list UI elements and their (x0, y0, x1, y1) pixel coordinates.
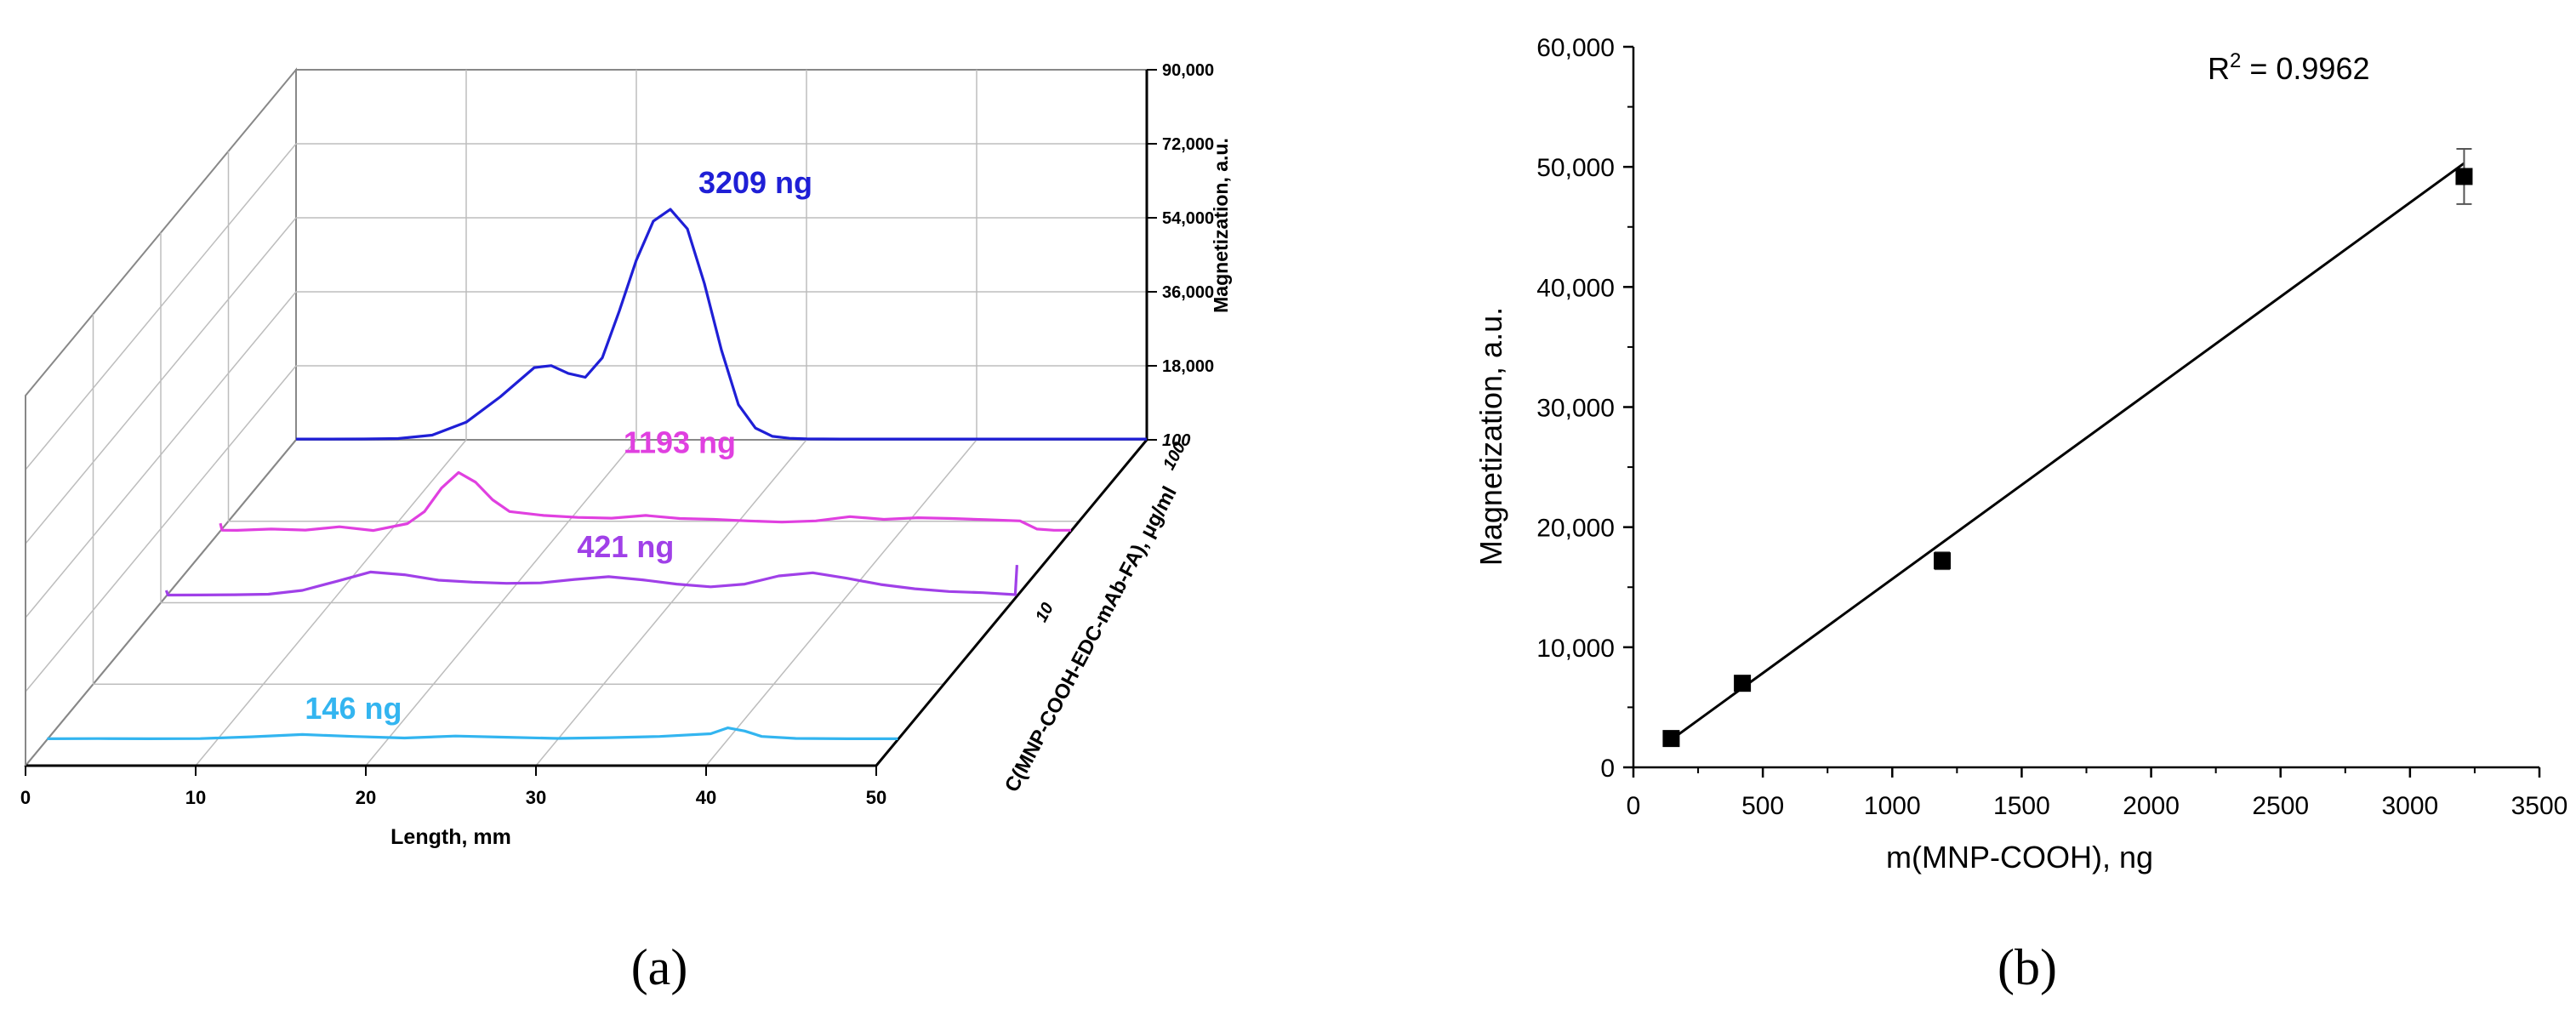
depth-axis-line (875, 439, 1148, 766)
depth-tick-label: 10 (1032, 600, 1057, 625)
z-tick-label: 72,000 (1162, 135, 1214, 154)
data-point (1662, 730, 1680, 748)
data-points (1662, 147, 2473, 748)
x-tick-label: 3000 (2381, 792, 2438, 820)
x-axis-label: Length, mm (390, 825, 511, 849)
x-tick-label: 2000 (2123, 792, 2180, 820)
y-axis-label: Magnetization, a.u. (1473, 307, 1508, 566)
series-line (296, 208, 1147, 441)
x-tick-label: 2500 (2252, 792, 2309, 820)
series-label: 3209 ng (698, 165, 812, 200)
x-tick-label: 1500 (1993, 792, 2050, 820)
panel-b-scatter-chart: 0 500 1000 1500 2000 2500 3000 3500 0 10,000 20,0… (1473, 34, 2567, 995)
plot-axes (1632, 47, 2539, 769)
x-tick-label: 500 (1741, 792, 1784, 820)
z-tick-label: 36,000 (1162, 283, 1214, 302)
panel-a-waterfall-chart: 0 10 20 30 40 50 100 18,000 36,000 54,000 72,000 9… (20, 61, 1232, 995)
x-axis-label: m(MNP-COOH), ng (1886, 840, 2153, 875)
series-labels: 3209 ng 1193 ng 421 ng 146 ng (305, 165, 812, 726)
panel-b-label: (b) (1998, 939, 2057, 995)
series-line (219, 470, 1071, 533)
series-label: 1193 ng (624, 425, 736, 459)
data-point (1734, 675, 1752, 692)
fit-line (1670, 162, 2465, 741)
panel-a-label: (a) (631, 939, 688, 995)
x-tick-label: 50 (866, 787, 886, 808)
x-axis-ticks: 0 500 1000 1500 2000 2500 3000 3500 (1627, 767, 2568, 820)
x-tick-label: 20 (356, 787, 376, 808)
z-tick-label: 90,000 (1162, 61, 1214, 80)
y-tick-label: 40,000 (1536, 274, 1615, 302)
z-axis-tick-labels: 100 18,000 36,000 54,000 72,000 90,000 (1147, 61, 1214, 450)
z-axis-label: Magnetization, a.u. (1210, 138, 1232, 313)
data-point (2455, 168, 2473, 185)
z-tick-label: 54,000 (1162, 209, 1214, 228)
y-tick-label: 30,000 (1536, 395, 1615, 423)
series-line (47, 726, 898, 741)
r-squared-annotation: R2 = 0.9962 (2208, 49, 2370, 86)
data-point (1934, 552, 1952, 570)
back-wall (295, 69, 1148, 441)
x-tick-label: 3500 (2511, 792, 2568, 820)
z-tick-label: 18,000 (1162, 357, 1214, 376)
series-line (164, 565, 1018, 597)
y-tick-label: 60,000 (1536, 34, 1615, 62)
x-tick-label: 10 (185, 787, 206, 808)
waterfall-3d-frame (23, 67, 1149, 768)
x-tick-label: 40 (696, 787, 716, 808)
x-axis-tick-labels: 0 10 20 30 40 50 (20, 766, 886, 808)
y-tick-label: 10,000 (1536, 635, 1615, 663)
x-tick-label: 0 (1627, 792, 1641, 820)
depth-axis-label: C(MNP-COOH-EDC-mAb-FA), μg/ml (1000, 482, 1182, 795)
z-tick-label: 100 (1162, 431, 1190, 450)
x-tick-label: 30 (526, 787, 546, 808)
series-label: 421 ng (577, 529, 674, 564)
x-tick-label: 1000 (1864, 792, 1921, 820)
y-tick-label: 0 (1600, 755, 1615, 783)
regression-line (1670, 162, 2465, 741)
y-axis-ticks: 0 10,000 20,000 30,000 40,000 50,000 60,000 (1536, 34, 1633, 783)
series-label: 146 ng (305, 691, 402, 726)
y-tick-label: 50,000 (1536, 154, 1615, 182)
x-tick-label: 0 (20, 787, 31, 808)
waterfall-series-lines (47, 208, 1147, 741)
y-tick-label: 20,000 (1536, 515, 1615, 543)
